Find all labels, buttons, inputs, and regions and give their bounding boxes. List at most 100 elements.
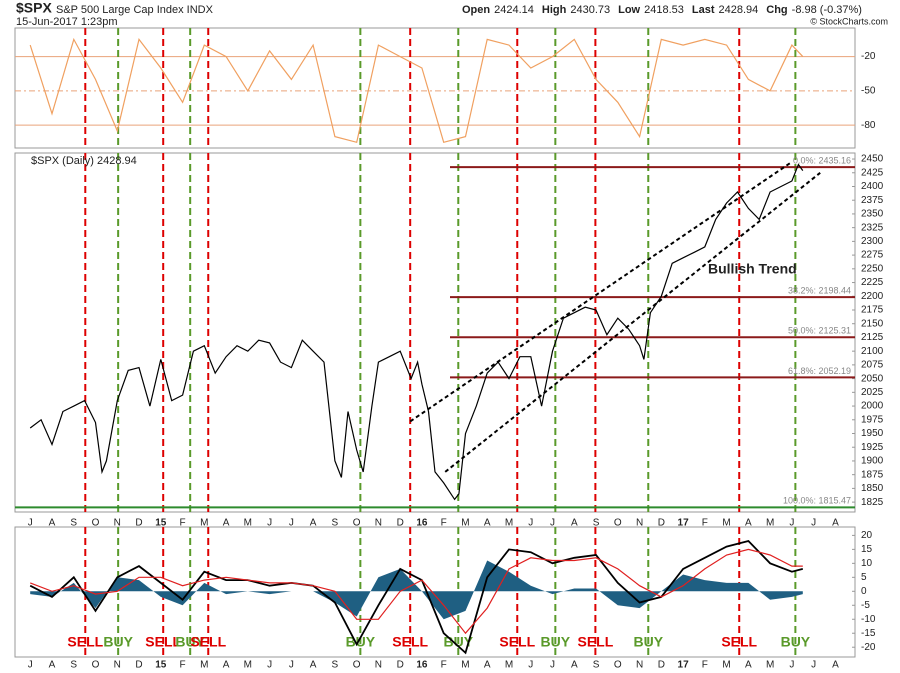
x-tick-label: N: [114, 660, 121, 671]
signal-label: BUY: [175, 634, 205, 650]
x-tick-label: J: [528, 518, 533, 529]
x-tick-label: D: [135, 518, 142, 529]
x-tick-label: F: [441, 660, 447, 671]
x-tick-label: M: [505, 660, 513, 671]
x-tick-label: F: [702, 660, 708, 671]
x-tick-label: A: [571, 518, 578, 529]
quote-label: Low: [618, 4, 640, 16]
x-tick-label: M: [461, 660, 469, 671]
x-tick-label: M: [766, 660, 774, 671]
x-tick-label: F: [180, 660, 186, 671]
x-tick-label: M: [200, 660, 208, 671]
signal-label: BUY: [444, 634, 474, 650]
x-tick-label: D: [397, 660, 404, 671]
y-tick-label: 1850: [861, 483, 884, 494]
x-tick-label: A: [745, 660, 752, 671]
x-tick-label: J: [789, 518, 794, 529]
x-tick-label: A: [223, 518, 230, 529]
x-tick-label: S: [70, 518, 77, 529]
x-tick-label: J: [28, 660, 33, 671]
symbol: $SPX: [16, 0, 52, 16]
y-tick-label: -15: [861, 628, 876, 639]
y-tick-label: 0: [861, 586, 867, 597]
annotation: Bullish Trend: [708, 261, 797, 277]
y-tick-label: 2425: [861, 167, 884, 178]
y-tick-label: 2400: [861, 181, 884, 192]
y-tick-label: 5: [861, 572, 867, 583]
x-tick-label: A: [484, 660, 491, 671]
signal-label: SELL: [499, 634, 535, 650]
x-tick-label: D: [658, 518, 665, 529]
x-tick-label: M: [461, 518, 469, 529]
y-tick-label: 1825: [861, 497, 884, 508]
x-tick-label: J: [289, 660, 294, 671]
quote-value: 2428.94: [719, 4, 759, 16]
y-tick-label: 20: [861, 530, 873, 541]
x-tick-label: J: [811, 660, 816, 671]
x-tick-label: S: [593, 660, 600, 671]
y-tick-label: 2075: [861, 360, 884, 371]
x-tick-label: A: [832, 518, 839, 529]
x-tick-label: F: [180, 518, 186, 529]
y-tick-label: -50: [861, 85, 876, 96]
signal-label: SELL: [392, 634, 428, 650]
x-tick-label: O: [614, 660, 622, 671]
x-tick-label: A: [310, 660, 317, 671]
x-tick-label: J: [267, 518, 272, 529]
y-tick-label: -20: [861, 642, 876, 653]
y-tick-label: 2325: [861, 222, 884, 233]
x-tick-label: A: [484, 518, 491, 529]
x-tick-label: S: [332, 518, 339, 529]
y-tick-label: 2250: [861, 263, 884, 274]
x-tick-label: J: [28, 518, 33, 529]
y-tick-label: 2100: [861, 346, 884, 357]
x-tick-label: 16: [416, 660, 428, 671]
quote-label: Open: [462, 4, 490, 16]
y-tick-label: 2375: [861, 195, 884, 206]
level-label: 61.8%: 2052.19: [788, 366, 851, 376]
y-tick-label: 2300: [861, 236, 884, 247]
y-tick-label: 1975: [861, 414, 884, 425]
y-tick-label: -5: [861, 600, 870, 611]
credit: © StockCharts.com: [810, 16, 888, 26]
x-tick-label: M: [244, 660, 252, 671]
x-tick-label: M: [722, 660, 730, 671]
y-tick-label: 2175: [861, 305, 884, 316]
y-tick-label: 2125: [861, 332, 884, 343]
date: 15-Jun-2017 1:23pm: [16, 16, 118, 28]
y-tick-label: 10: [861, 558, 873, 569]
y-tick-label: 1950: [861, 428, 884, 439]
x-tick-label: M: [505, 518, 513, 529]
y-tick-label: 2050: [861, 373, 884, 384]
index-name: S&P 500 Large Cap Index INDX: [56, 4, 214, 16]
level-label: 38.2%: 2198.44: [788, 286, 851, 296]
x-tick-label: M: [200, 518, 208, 529]
quote-value: 2418.53: [644, 4, 684, 16]
signal-label: BUY: [781, 634, 811, 650]
x-tick-label: 15: [155, 518, 167, 529]
x-tick-label: N: [114, 518, 121, 529]
signal-label: BUY: [103, 634, 133, 650]
x-tick-label: 17: [678, 518, 690, 529]
y-tick-label: 2025: [861, 387, 884, 398]
x-tick-label: A: [49, 660, 56, 671]
y-tick-label: 2225: [861, 277, 884, 288]
x-tick-label: N: [375, 660, 382, 671]
quote-label: Chg: [766, 4, 787, 16]
x-tick-label: J: [789, 660, 794, 671]
legend-entry: $SPX (Daily) 2428.94: [31, 155, 137, 167]
x-tick-label: M: [722, 518, 730, 529]
x-tick-label: 16: [416, 518, 428, 529]
y-tick-label: 2275: [861, 250, 884, 261]
x-tick-label: J: [550, 518, 555, 529]
quote-value: 2430.73: [570, 4, 610, 16]
signal-label: BUY: [541, 634, 571, 650]
x-tick-label: A: [832, 660, 839, 671]
x-tick-label: D: [658, 660, 665, 671]
x-tick-label: D: [397, 518, 404, 529]
x-tick-label: A: [223, 660, 230, 671]
level-label: 100.0%: 1815.47: [783, 496, 851, 506]
quote-value: -8.98 (-0.37%): [792, 4, 862, 16]
y-tick-label: 2200: [861, 291, 884, 302]
